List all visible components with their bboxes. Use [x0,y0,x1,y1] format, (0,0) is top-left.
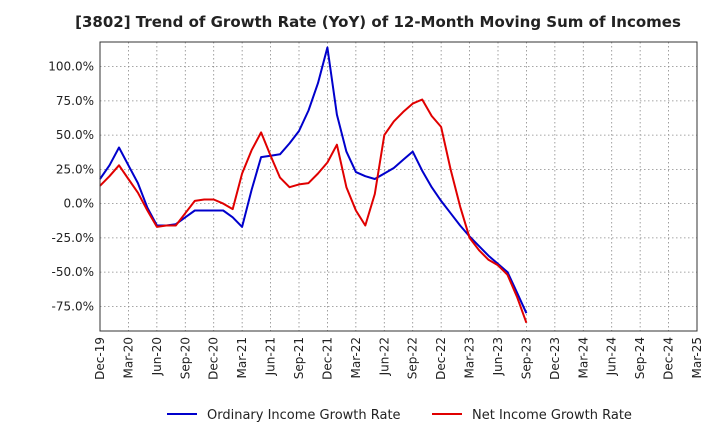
x-tick-label: Sep-22 [406,337,420,379]
x-tick-label: Dec-23 [548,337,562,380]
series-line-2 [99,98,528,324]
x-tick-label: Dec-21 [320,337,334,380]
x-tick-label: Sep-23 [519,337,533,379]
legend-label-2: Net Income Growth Rate [472,408,632,423]
x-tick-label: Mar-23 [463,337,477,378]
chart-title: [3802] Trend of Growth Rate (YoY) of 12-… [75,13,681,31]
y-tick-label: -25.0% [52,231,94,245]
x-tick-label: Sep-24 [633,337,647,379]
y-tick-label: 75.0% [56,94,94,108]
x-tick-label: Dec-19 [93,337,107,380]
legend: Ordinary Income Growth Rate Net Income Gr… [167,408,632,423]
series-lines [99,46,528,324]
x-axis-tick-labels: Dec-19 Mar-20 Jun-20 Sep-20 Dec-20 Mar-21 Jun-… [93,337,704,380]
y-tick-label: 100.0% [48,60,94,74]
x-tick-label: Mar-20 [121,337,135,378]
series-line-1 [99,46,528,314]
x-tick-label: Sep-21 [292,337,306,379]
x-tick-label: Mar-25 [690,337,704,378]
plot-frame [99,41,698,332]
y-tick-label: 0.0% [64,197,95,211]
y-tick-label: -75.0% [52,299,94,313]
x-tick-label: Jun-22 [377,337,391,376]
grid-lines [100,42,697,331]
x-tick-label: Dec-20 [207,337,221,380]
y-tick-label: 25.0% [56,162,94,176]
legend-label-1: Ordinary Income Growth Rate [207,408,401,423]
x-tick-label: Dec-22 [434,337,448,380]
x-tick-label: Mar-24 [576,337,590,378]
x-tick-label: Mar-21 [235,337,249,378]
x-tick-label: Jun-20 [150,337,164,376]
y-tick-label: 50.0% [56,128,94,142]
x-tick-label: Mar-22 [349,337,363,378]
x-tick-label: Sep-20 [178,337,192,379]
y-axis-tick-labels: 100.0% 75.0% 50.0% 25.0% 0.0% -25.0% -50.0% -75… [48,60,94,314]
y-tick-label: -50.0% [52,265,94,279]
x-tick-label: Dec-24 [662,337,676,380]
x-tick-label: Jun-21 [264,337,278,376]
x-tick-label: Jun-23 [491,337,505,376]
x-tick-label: Jun-24 [605,337,619,376]
